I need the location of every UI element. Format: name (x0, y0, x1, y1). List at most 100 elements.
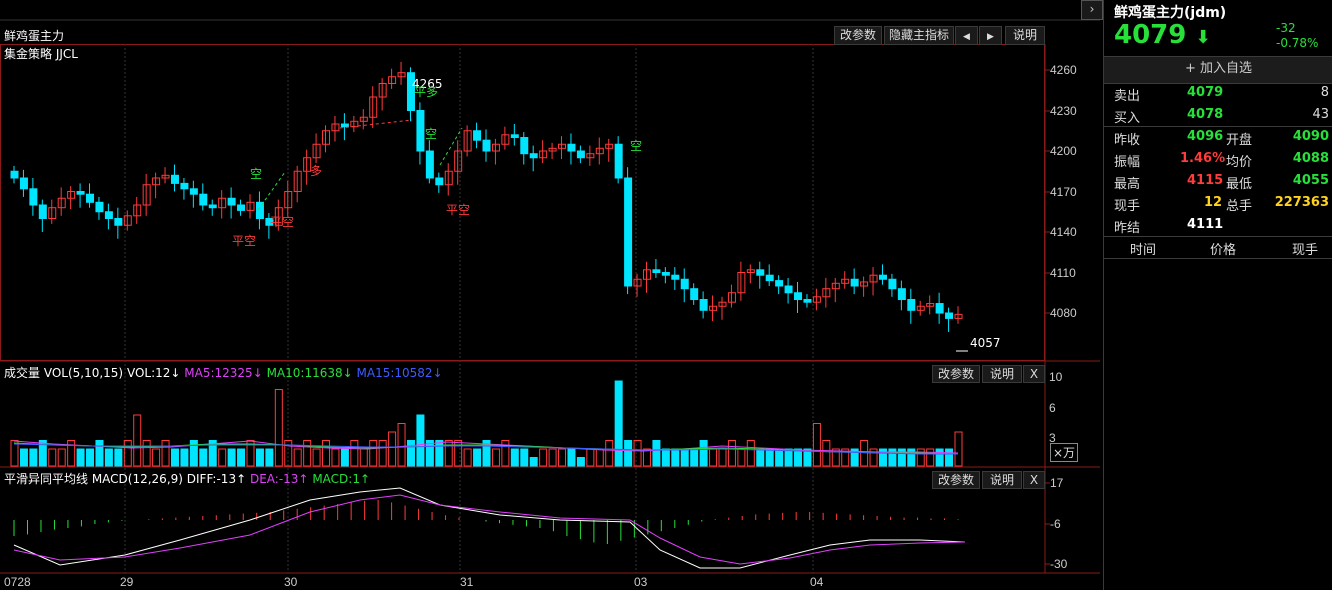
volume-close-button[interactable]: X (1023, 365, 1045, 383)
volume-bar (850, 448, 859, 467)
candle-body (841, 278, 850, 284)
macd-close-button[interactable]: X (1023, 471, 1045, 489)
candle-body (916, 305, 925, 311)
col-vol: 现手 (1292, 243, 1319, 258)
arrow-down-icon: ⬇ (1195, 27, 1211, 48)
strategy-label: 集金策略 JJCL (4, 47, 78, 61)
volume-bar (605, 440, 614, 467)
volume-bar (765, 448, 774, 467)
candle-body (680, 278, 689, 290)
candle-body (322, 130, 331, 145)
volume-bar (935, 448, 944, 467)
candle-body (954, 313, 963, 319)
volume-bar (104, 448, 113, 467)
candle-body (926, 303, 935, 307)
macd-params-button[interactable]: 改参数 (932, 471, 980, 489)
candle-body (520, 137, 529, 155)
candle-body (38, 204, 47, 219)
candle-body (265, 218, 274, 226)
last-price: 4079 (1114, 20, 1187, 50)
sell-row: 卖出 4079 8 (1104, 82, 1332, 104)
signal-short: 空 (425, 127, 437, 141)
candle-body (19, 177, 28, 190)
add-watchlist-button[interactable]: + 加入自选 (1104, 57, 1332, 83)
hide-main-indicator-button[interactable]: 隐藏主指标 (884, 26, 954, 45)
volume-bar (633, 440, 642, 467)
candle-body (888, 278, 897, 290)
volume-bar (652, 440, 661, 467)
volume-bar (699, 440, 708, 467)
signal-short: 空 (630, 139, 642, 153)
macd-tick-label: 17 (1050, 476, 1064, 490)
candle-body (718, 301, 727, 307)
macd-indicator-name: 平滑异同平均线 MACD(12,26,9) (4, 472, 183, 486)
macd-help-button[interactable]: 说明 (982, 471, 1022, 489)
avg-value: 4088 (1292, 151, 1329, 166)
volume-help-button[interactable]: 说明 (982, 365, 1022, 383)
highlow-row: 最高 4115 最低 4055 (1104, 170, 1332, 192)
prev-settle-value: 4111 (1187, 217, 1224, 232)
volume-bar (114, 448, 123, 467)
candle-body (765, 274, 774, 282)
volume-bar (945, 448, 954, 467)
candle-body (491, 143, 500, 152)
candle-body (727, 292, 736, 303)
amp-value: 1.46% (1180, 151, 1226, 166)
total-vol-label: 总手 (1226, 199, 1253, 214)
col-price: 价格 (1210, 243, 1237, 258)
candle-body (642, 269, 651, 280)
candle-body (831, 282, 840, 290)
macd-diff-line (13, 487, 966, 569)
high-label: 最高 (1114, 177, 1141, 192)
scroll-right-button[interactable]: ▶ (979, 26, 1002, 45)
signal-long: 多 (310, 164, 322, 178)
help-button[interactable]: 说明 (1005, 26, 1045, 45)
volume-tick-label: 6 (1049, 401, 1056, 415)
total-vol-value: 227363 (1274, 195, 1329, 210)
candle-body (369, 96, 378, 118)
volume-bar (501, 440, 510, 467)
arrow-right-icon: ▶ (987, 32, 994, 42)
volume-bar (737, 448, 746, 467)
candle-body (822, 288, 831, 298)
low-label: 最低 (1226, 177, 1253, 192)
buy-price: 4078 (1187, 107, 1224, 122)
volume-params-button[interactable]: 改参数 (932, 365, 980, 383)
scroll-left-button[interactable]: ◀ (955, 26, 978, 45)
candle-body (935, 303, 944, 314)
candle-body (161, 174, 170, 179)
candle-body (869, 274, 878, 283)
candle-body (123, 215, 132, 226)
signal-line (339, 119, 413, 129)
quote-panel: 鲜鸡蛋主力(jdm) 4079 ⬇ -32 -0.78% + 加入自选 卖出 4… (1103, 0, 1332, 590)
candle-body (199, 193, 208, 206)
change-params-button[interactable]: 改参数 (834, 26, 882, 45)
candle-body (633, 278, 642, 287)
high-price-label: 4265 (412, 77, 443, 91)
quote-change-pct: -0.78% (1276, 36, 1319, 50)
volume-bar (812, 423, 821, 467)
volume-bar (576, 457, 585, 467)
high-value: 4115 (1187, 173, 1224, 188)
volume-bar (425, 440, 434, 467)
sell-label: 卖出 (1114, 89, 1141, 104)
candle-body (340, 123, 349, 128)
volume-bar (86, 448, 95, 467)
candle-body (133, 204, 142, 217)
candle-body (378, 83, 387, 98)
arrow-left-icon: ◀ (963, 32, 970, 42)
candle-body (48, 207, 57, 219)
candle-body (170, 174, 179, 184)
amp-row: 振幅 1.46% 均价 4088 (1104, 148, 1332, 170)
candle-body (690, 288, 699, 301)
candle-body (218, 197, 227, 209)
volume-bar (916, 448, 925, 467)
candle-body (293, 170, 302, 192)
candle-body (303, 157, 312, 172)
expand-panel-button[interactable]: › (1081, 0, 1103, 20)
date-label: 31 (460, 575, 474, 589)
candle-body (614, 143, 623, 179)
macd-tick-label: -30 (1050, 557, 1068, 571)
volume-bar (57, 448, 66, 467)
